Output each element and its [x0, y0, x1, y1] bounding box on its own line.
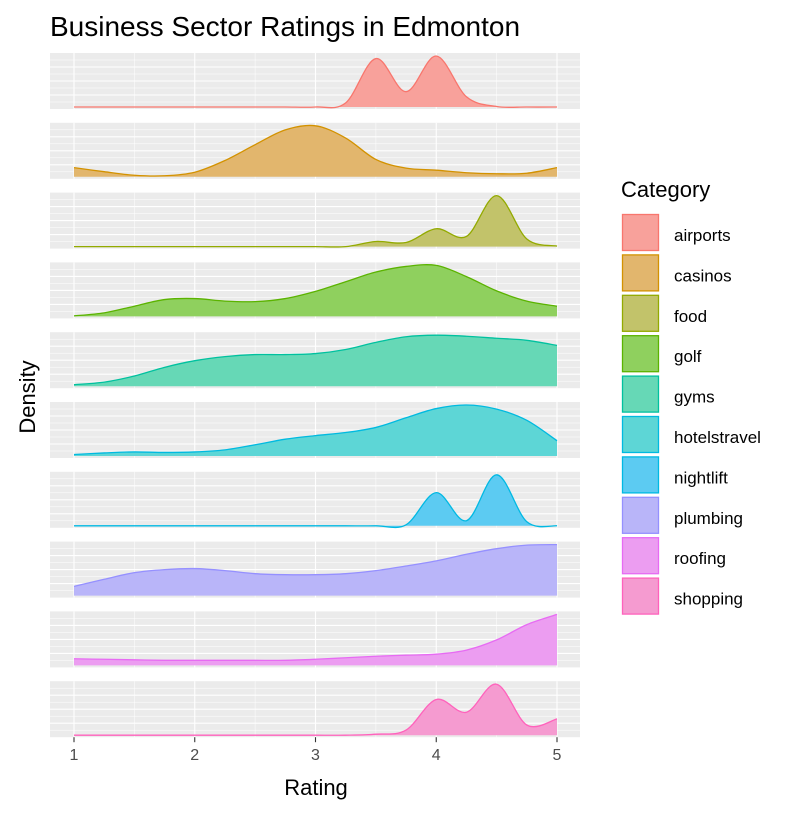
legend-key: [621, 254, 660, 292]
density-area-hotelstravel: [74, 404, 557, 456]
legend-items: airports casinos food golf gyms hotelstravel n…: [621, 213, 761, 615]
legend-key: [621, 375, 660, 413]
legend-item-golf: golf: [621, 335, 702, 373]
legend-title: Category: [621, 177, 710, 202]
density-line-roofing: [73, 613, 558, 662]
legend-label: hotelstravel: [674, 428, 761, 447]
panel-hotelstravel: [50, 402, 580, 458]
panel-nightlift: [50, 471, 580, 529]
legend-label: plumbing: [674, 509, 743, 528]
density-area-plumbing: [74, 544, 557, 596]
y-axis-title: Density: [15, 360, 40, 433]
legend-item-shopping: shopping: [621, 577, 743, 615]
density-area-roofing: [74, 614, 557, 666]
panel-plumbing: [50, 541, 580, 598]
density-line-airports: [74, 55, 558, 109]
panel-golf: [50, 262, 580, 319]
density-line-golf: [73, 264, 558, 317]
panel-roofing: [50, 611, 580, 668]
legend-label: casinos: [674, 266, 732, 285]
legend-item-plumbing: plumbing: [621, 496, 743, 534]
legend-label: shopping: [674, 590, 743, 609]
density-line-gyms: [73, 334, 558, 386]
density-line-food: [74, 194, 558, 248]
legend-item-gyms: gyms: [621, 375, 715, 413]
panel-gyms: [50, 332, 580, 389]
panel-shopping: [50, 681, 580, 738]
x-tick-label: 3: [311, 747, 320, 764]
density-area-casinos: [74, 125, 557, 177]
density-line-plumbing: [73, 543, 558, 588]
legend-label: gyms: [674, 388, 715, 407]
x-tick-label: 4: [432, 747, 441, 764]
density-area-nightlift: [74, 474, 557, 528]
legend-item-casinos: casinos: [621, 254, 732, 292]
density-area-golf: [74, 264, 557, 317]
legend-label: roofing: [674, 549, 726, 568]
density-line-shopping: [74, 683, 558, 736]
chart-title: Business Sector Ratings in Edmonton: [50, 11, 520, 42]
density-line-hotelstravel: [73, 404, 558, 456]
density-line-casinos: [73, 124, 558, 177]
legend-item-airports: airports: [621, 213, 731, 252]
density-area-airports: [74, 55, 557, 108]
legend-key: [621, 415, 660, 454]
legend-item-nightlift: nightlift: [621, 456, 728, 494]
legend-item-hotelstravel: hotelstravel: [621, 415, 761, 454]
density-area-food: [74, 195, 557, 247]
x-tick-label: 1: [70, 747, 79, 764]
legend-label: airports: [674, 226, 731, 245]
x-tick-label: 2: [190, 747, 199, 764]
legend-key: [621, 496, 660, 534]
legend-key: [621, 456, 660, 494]
panel-food: [50, 192, 580, 249]
legend-key: [621, 335, 660, 373]
density-line-nightlift: [73, 474, 558, 529]
legend-item-roofing: roofing: [621, 537, 726, 575]
legend-label: golf: [674, 347, 702, 366]
x-axis: 1 2 3 4 5: [70, 737, 562, 764]
facet-panels: [50, 53, 580, 738]
panel-airports: [50, 53, 580, 109]
panel-casinos: [50, 122, 580, 179]
density-area-shopping: [74, 684, 557, 736]
legend-item-food: food: [621, 294, 707, 332]
legend-key: [621, 294, 660, 332]
density-area-gyms: [74, 335, 557, 387]
legend-key: [621, 577, 660, 615]
legend-key: [621, 213, 660, 252]
legend-key: [621, 537, 660, 575]
x-tick-label: 5: [553, 747, 562, 764]
legend-label: food: [674, 307, 707, 326]
legend: Category airports casinos food golf gyms hote…: [621, 177, 761, 615]
legend-label: nightlift: [674, 468, 728, 487]
x-axis-title: Rating: [284, 775, 348, 800]
